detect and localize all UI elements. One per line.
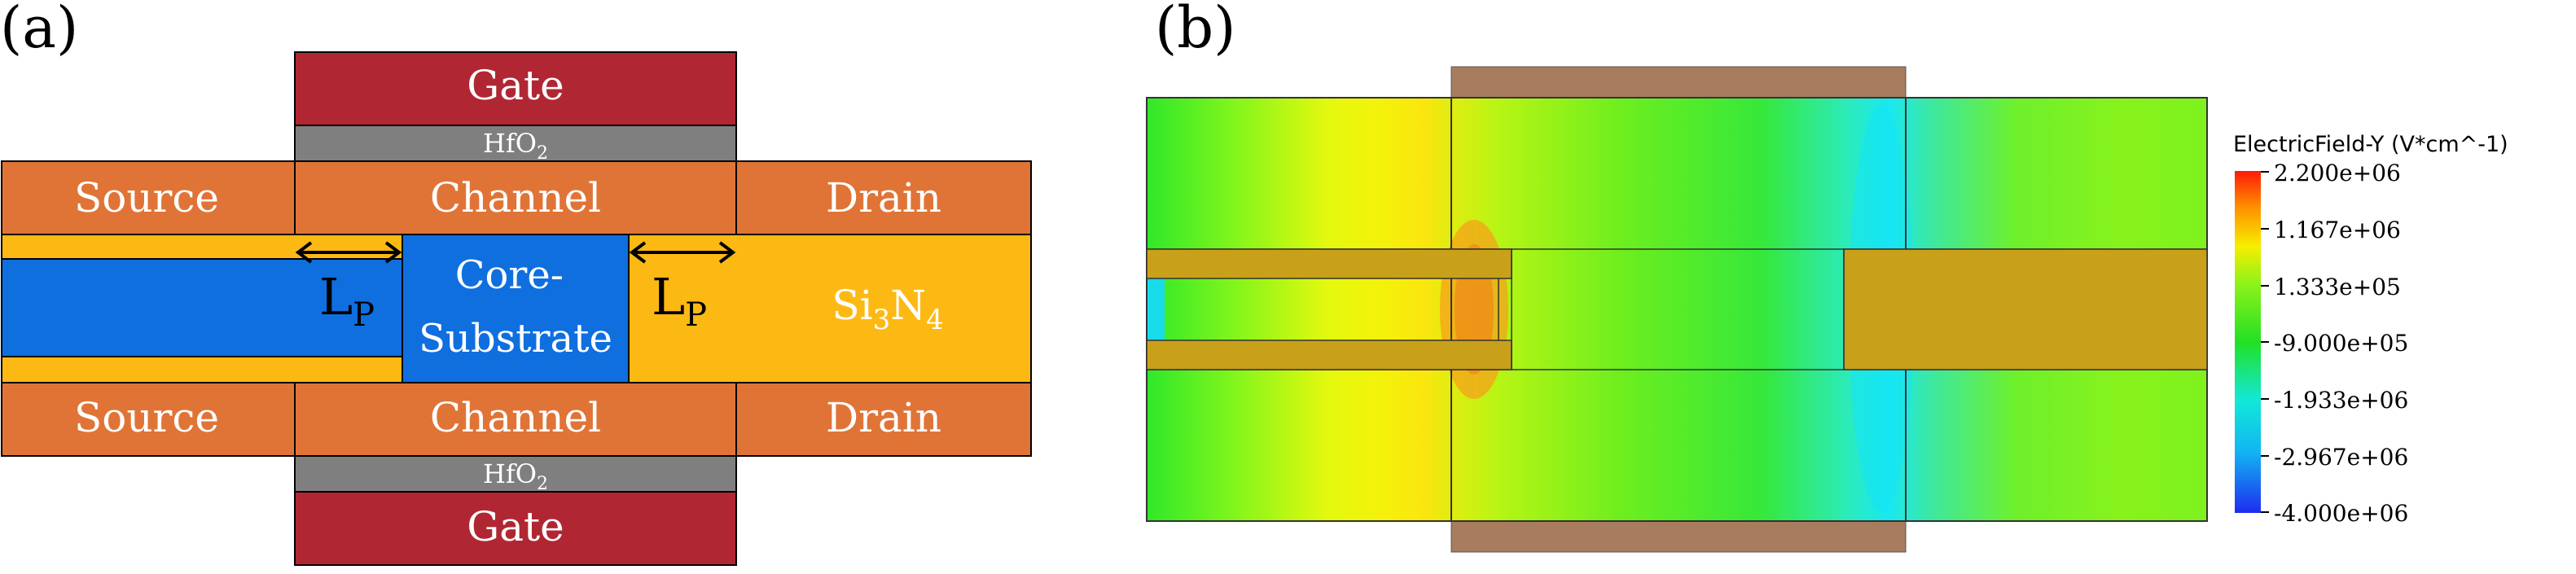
panel-b: (b) ElectricField-Y (V*cm^-1): [1146, 0, 2508, 553]
channel-bottom: [294, 382, 737, 457]
source-top-label: Source: [74, 174, 219, 221]
core-label: Core- Substrate: [419, 252, 612, 361]
lp-right-arrow: [629, 241, 736, 264]
legend-tick-label: -9.000e+05: [2274, 330, 2408, 357]
gate-top: [294, 51, 737, 126]
gate-bottom: [294, 491, 737, 566]
legend-colorbar: [2235, 171, 2261, 513]
legend-tick-label: -2.967e+06: [2274, 444, 2408, 471]
legend-tick-label: -1.933e+06: [2274, 387, 2408, 414]
oxide-bottom-label: HfO2: [483, 458, 548, 494]
source-bottom: [1, 382, 296, 457]
gate-top-label: Gate: [467, 62, 564, 109]
legend-tick-label: 2.200e+06: [2274, 160, 2401, 186]
lp-left-label: LP: [319, 267, 375, 334]
panel-a: (a) Gate HfO2 Source Channel Drain Core-…: [0, 0, 1032, 566]
drain-top-label: Drain: [826, 174, 941, 221]
legend-tick-label: 1.333e+05: [2274, 274, 2401, 300]
channel-bottom-label: Channel: [430, 394, 601, 441]
lp-left-arrow: [295, 241, 402, 264]
oxide-top-label: HfO2: [483, 128, 548, 164]
drain-bottom: [735, 382, 1032, 457]
source-bottom-label: Source: [74, 394, 219, 441]
channel-top-label: Channel: [430, 174, 601, 221]
legend-tick-label: -4.000e+06: [2274, 500, 2408, 527]
sim-gate-bottom: [1450, 520, 1907, 553]
legend-ticks: [2261, 171, 2269, 513]
core-substrate: [402, 234, 630, 383]
oxide-bottom: [294, 455, 737, 493]
legend-title: ElectricField-Y (V*cm^-1): [2233, 132, 2508, 157]
lp-right-label: LP: [652, 267, 707, 334]
sim-core-right: [1843, 248, 2208, 370]
sim-core-left-top: [1146, 248, 1512, 279]
core-extension: [1, 258, 403, 357]
field-left-edge: [1147, 277, 1165, 342]
gate-bottom-label: Gate: [467, 503, 564, 550]
spacer-right: [628, 234, 1032, 383]
legend-tick-label: 1.167e+06: [2274, 217, 2401, 243]
sim-core-left-bottom: [1146, 340, 1512, 370]
panel-a-label: (a): [0, 0, 78, 61]
oxide-top: [294, 125, 737, 162]
drain-bottom-label: Drain: [826, 394, 941, 441]
sim-gate-top: [1450, 66, 1907, 99]
panel-b-label: (b): [1155, 0, 1235, 61]
spacer-label: Si3N4: [832, 282, 943, 336]
